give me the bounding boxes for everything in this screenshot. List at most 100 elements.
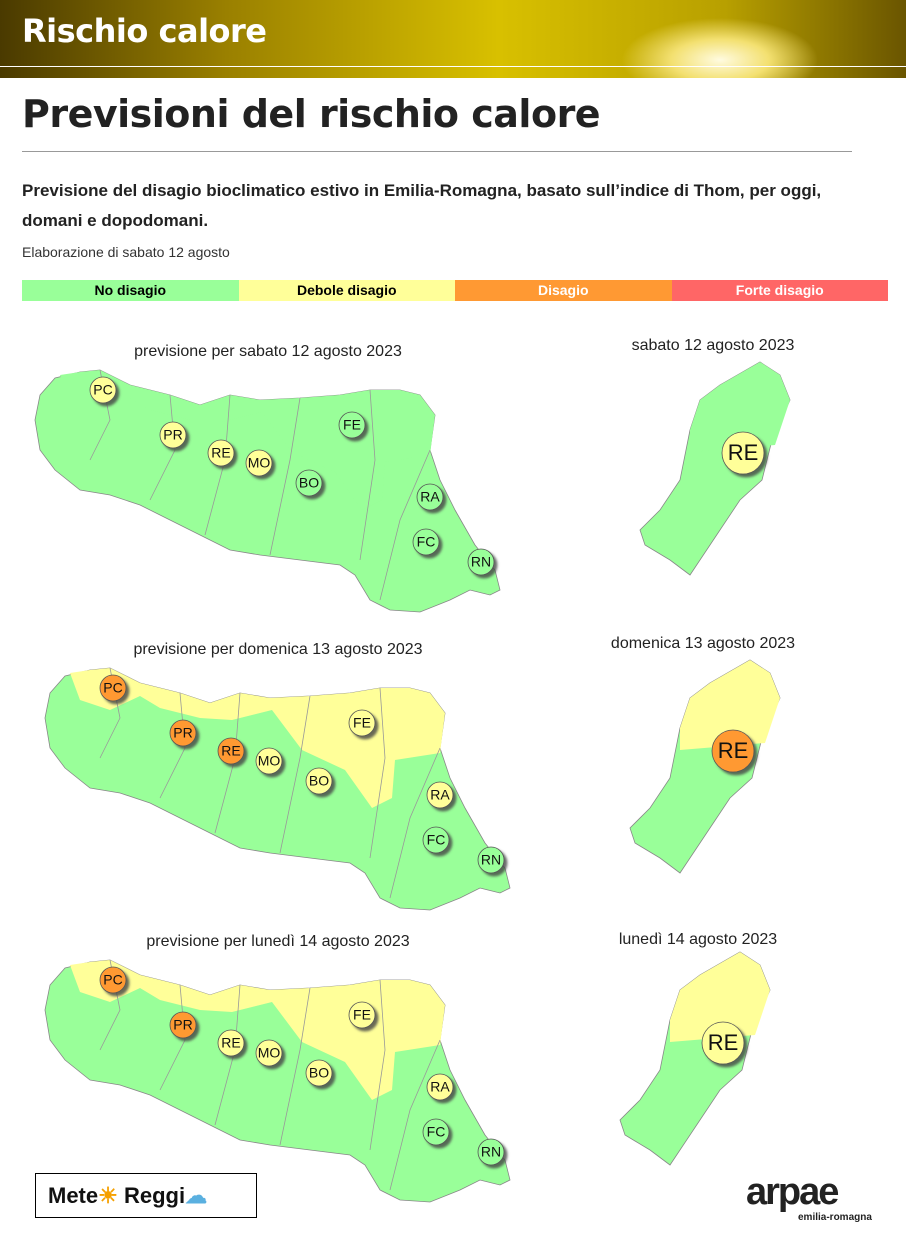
detail-marker xyxy=(721,431,765,475)
province-border xyxy=(149,394,176,501)
province-code: PR xyxy=(173,1017,192,1033)
province-border xyxy=(379,449,431,601)
province-marker xyxy=(169,719,197,747)
detail-title: lunedì 14 agosto 2023 xyxy=(619,931,777,948)
province-marker xyxy=(207,439,235,467)
province-code: FE xyxy=(353,1007,371,1023)
detail-north xyxy=(680,660,780,750)
logo-text: Mete xyxy=(48,1183,99,1208)
province-marker xyxy=(422,826,450,854)
province-marker xyxy=(348,709,376,737)
sun-icon: ☀ xyxy=(98,1183,118,1208)
province-marker xyxy=(217,737,245,765)
detail-code: RE xyxy=(728,440,759,465)
detail-north xyxy=(670,952,770,1042)
province-code: FE xyxy=(353,715,371,731)
region-plain xyxy=(60,370,435,510)
province-marker xyxy=(338,411,366,439)
province-marker xyxy=(348,1001,376,1029)
arpae-logo: arpae emilia-romagna xyxy=(746,1172,886,1223)
province-marker xyxy=(255,747,283,775)
province-code: PC xyxy=(103,972,122,988)
elaboration-date: Elaborazione di sabato 12 agosto xyxy=(22,244,230,260)
province-marker xyxy=(422,1118,450,1146)
province-marker xyxy=(305,1059,333,1087)
legend: No disagio Debole disagio Disagio Forte dis… xyxy=(22,280,888,301)
province-code: BO xyxy=(299,475,319,491)
province-code: RN xyxy=(481,852,501,868)
detail-code: RE xyxy=(708,1030,739,1055)
province-code: PR xyxy=(173,725,192,741)
province-border xyxy=(389,747,441,899)
province-marker xyxy=(159,421,187,449)
province-code: RA xyxy=(420,489,440,505)
legend-item: Disagio xyxy=(455,280,672,301)
header-rule xyxy=(0,66,906,67)
province-border xyxy=(159,984,186,1091)
province-border xyxy=(159,692,186,799)
province-marker xyxy=(255,1039,283,1067)
province-code: FC xyxy=(427,832,446,848)
province-code: MO xyxy=(258,1045,281,1061)
province-border xyxy=(389,1039,441,1191)
province-marker xyxy=(426,781,454,809)
province-marker xyxy=(99,674,127,702)
region-plain xyxy=(70,960,445,1100)
province-marker xyxy=(477,1138,505,1166)
map-title: previsione per sabato 12 agosto 2023 xyxy=(134,343,402,360)
legend-item: Forte disagio xyxy=(671,280,888,301)
meteo-reggio-logo: Mete☀ Reggi☁ xyxy=(35,1173,257,1218)
province-marker xyxy=(416,483,444,511)
logo-sub: emilia-romagna xyxy=(798,1212,872,1223)
legend-item: No disagio xyxy=(22,280,239,301)
province-border xyxy=(359,389,376,561)
province-code: PC xyxy=(93,382,112,398)
logo-name: arpae xyxy=(746,1171,839,1213)
province-border xyxy=(369,979,386,1151)
province-marker xyxy=(295,469,323,497)
province-code: BO xyxy=(309,1065,329,1081)
province-code: FC xyxy=(417,534,436,550)
detail-title: sabato 12 agosto 2023 xyxy=(632,337,795,354)
province-code: RE xyxy=(211,445,230,461)
province-marker xyxy=(426,1073,454,1101)
province-code: FE xyxy=(343,417,361,433)
province-border xyxy=(369,687,386,859)
province-code: PC xyxy=(103,680,122,696)
province-code: RE xyxy=(221,743,240,759)
province-code: RN xyxy=(481,1144,501,1160)
header-title: Rischio calore xyxy=(22,12,267,50)
legend-item: Debole disagio xyxy=(238,280,455,301)
province-border xyxy=(279,987,311,1146)
title-rule xyxy=(22,151,852,152)
province-code: RN xyxy=(471,554,491,570)
province-marker xyxy=(467,548,495,576)
detail-north xyxy=(690,362,790,452)
cloud-icon: ☁ xyxy=(185,1183,208,1208)
province-marker xyxy=(477,846,505,874)
page-title: Previsioni del rischio calore xyxy=(22,92,601,136)
province-code: BO xyxy=(309,773,329,789)
province-marker xyxy=(305,767,333,795)
province-border xyxy=(269,397,301,556)
province-code: RA xyxy=(430,787,450,803)
header: Rischio calore xyxy=(0,0,906,78)
province-marker xyxy=(245,449,273,477)
province-marker xyxy=(99,966,127,994)
province-marker xyxy=(89,376,117,404)
province-code: PR xyxy=(163,427,182,443)
province-code: FC xyxy=(427,1124,446,1140)
detail-title: domenica 13 agosto 2023 xyxy=(611,635,795,652)
province-marker xyxy=(217,1029,245,1057)
province-code: MO xyxy=(248,455,271,471)
province-marker xyxy=(169,1011,197,1039)
detail-marker xyxy=(701,1021,745,1065)
map-title: previsione per domenica 13 agosto 2023 xyxy=(133,641,422,658)
province-code: RA xyxy=(430,1079,450,1095)
province-code: MO xyxy=(258,753,281,769)
logo-text: Reggi xyxy=(123,1183,186,1208)
province-marker xyxy=(412,528,440,556)
intro: Previsione del disagio bioclimatico esti… xyxy=(22,181,822,230)
